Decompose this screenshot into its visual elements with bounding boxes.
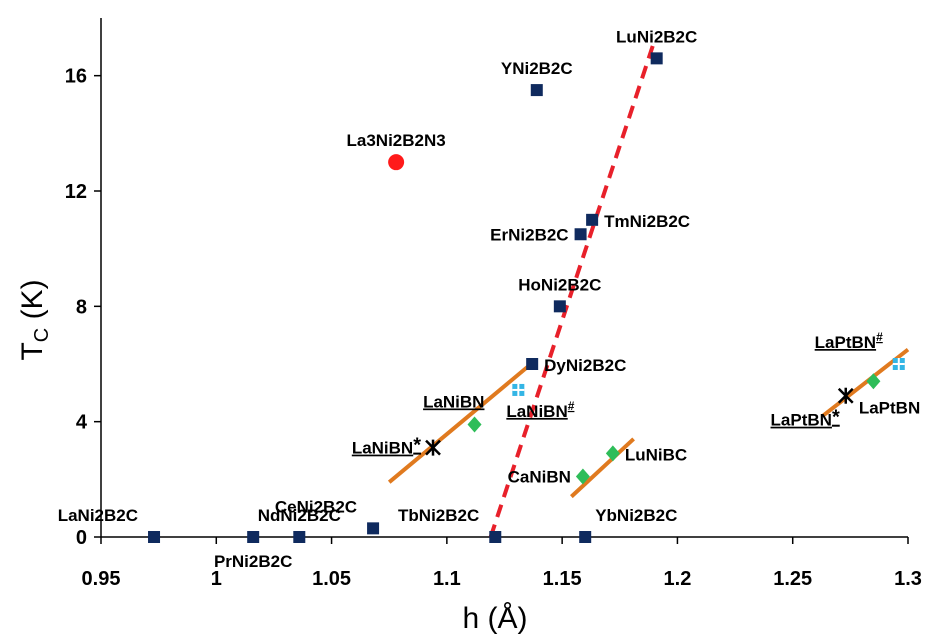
label-lanibn-free: LaNiBN xyxy=(423,392,484,411)
label-laptbn: LaPtBN* xyxy=(771,407,840,430)
point-tmni2b2c xyxy=(586,213,599,226)
point-laptbn-hash xyxy=(892,358,905,370)
y-tick-label: 0 xyxy=(76,527,87,549)
y-tick-label: 12 xyxy=(65,181,87,203)
trend-line-canibn-trend xyxy=(570,437,635,499)
axes: 0 4 8 12 16 0.95 1 1.05 1.1 1.15 1.2 1.25 1.3 xyxy=(65,18,922,590)
point-laptbn xyxy=(866,373,881,390)
label-ndni2b2c: NdNi2B2C xyxy=(258,506,341,525)
trend-line-rni2b2c-trend xyxy=(488,40,657,538)
label-lanibn-hash: LaNiBN# xyxy=(506,399,574,421)
label-luni2b2c: LuNi2B2C xyxy=(616,27,697,46)
label-lunibc: LuNiBC xyxy=(625,445,687,464)
point-ceni2b2c xyxy=(367,522,380,535)
label-laptbn-free: LaPtBN xyxy=(859,398,920,417)
x-axis-title: h (Å) xyxy=(462,602,527,635)
point-lani2b2c xyxy=(148,531,161,543)
point-lanibn xyxy=(425,439,441,456)
point-ybni2b2c xyxy=(579,531,592,543)
label-yni2b2c: YNi2B2C xyxy=(501,59,573,78)
label-tbni2b2c: TbNi2B2C xyxy=(398,506,479,525)
point-lanibn-hash xyxy=(512,383,525,396)
x-tick-label: 0.95 xyxy=(82,568,121,590)
y-axis-title-main: T xyxy=(16,342,49,360)
label-tmni2b2c: TmNi2B2C xyxy=(604,212,690,231)
label-honi2b2c: HoNi2B2C xyxy=(518,275,601,294)
y-axis-title-sub: C xyxy=(31,328,53,342)
point-dyni2b2c xyxy=(526,358,539,370)
point-canibn xyxy=(575,468,590,485)
point-ndni2b2c xyxy=(293,531,306,543)
point-yni2b2c xyxy=(530,84,543,97)
label-prni2b2c: PrNi2B2C xyxy=(214,552,292,571)
label-ybni2b2c: YbNi2B2C xyxy=(595,506,677,525)
label-canibn: CaNiBN xyxy=(508,467,571,486)
trend-lines xyxy=(387,40,910,538)
point-lunibc xyxy=(605,445,620,462)
y-axis-title-unit: (K) xyxy=(16,279,49,327)
trend-line-lanibn-trend xyxy=(387,365,529,484)
label-lanibn: LaNiBN* xyxy=(352,435,421,458)
x-tick-label: 1.1 xyxy=(433,568,461,590)
y-tick-label: 8 xyxy=(76,296,87,318)
y-axis-title: TC (K) xyxy=(16,279,53,360)
y-tick-label: 4 xyxy=(76,412,88,434)
x-tick-label: 1.3 xyxy=(894,568,922,590)
label-ceni2b2c: CeNi2B2C xyxy=(275,497,357,516)
x-tick-label: 1.05 xyxy=(312,568,351,590)
point-erni2b2c xyxy=(574,228,587,241)
label-erni2b2c: ErNi2B2C xyxy=(490,225,568,244)
point-laptbn xyxy=(837,387,854,404)
label-lani2b2c: LaNi2B2C xyxy=(58,506,138,525)
label-laptbn-hash: LaPtBN# xyxy=(815,330,883,352)
point-luni2b2c xyxy=(650,52,663,65)
point-prni2b2c xyxy=(247,531,260,543)
label-la3ni2b2n3: La3Ni2B2N3 xyxy=(347,131,446,150)
point-lanibn xyxy=(467,416,482,433)
point-tbni2b2c xyxy=(489,531,502,543)
x-tick-label: 1 xyxy=(211,568,222,590)
x-tick-label: 1.2 xyxy=(664,568,692,590)
x-tick-label: 1.15 xyxy=(543,568,582,590)
point-honi2b2c xyxy=(553,300,566,313)
label-dyni2b2c: DyNi2B2C xyxy=(544,356,626,375)
data-points xyxy=(148,52,905,543)
x-tick-label: 1.25 xyxy=(773,568,812,590)
point-la3ni2b2n3 xyxy=(388,154,405,171)
y-tick-label: 16 xyxy=(65,66,87,88)
